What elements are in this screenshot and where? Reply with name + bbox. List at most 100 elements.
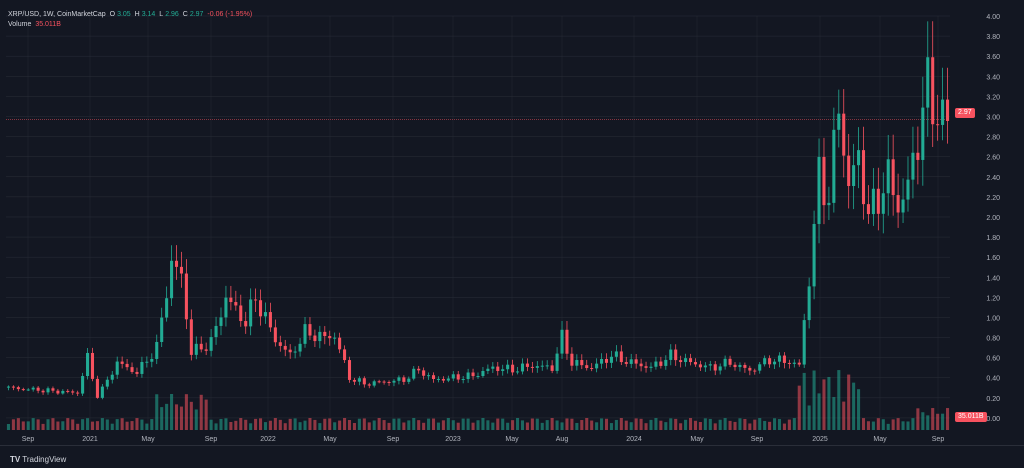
candle-body: [219, 317, 223, 326]
volume-bar: [802, 372, 806, 430]
volume-bar: [511, 420, 515, 430]
candle-body: [891, 159, 895, 196]
x-tick-label: Aug: [556, 436, 569, 443]
volume-bar: [110, 423, 114, 430]
candle-body: [6, 386, 11, 388]
candle-body: [155, 341, 159, 359]
candle-body: [911, 152, 915, 180]
candle-body: [718, 366, 722, 371]
candle-body: [392, 380, 396, 383]
candle-body: [768, 358, 772, 365]
candle-body: [318, 331, 322, 342]
candle-body: [95, 378, 99, 398]
tradingview-logo[interactable]: TV TradingView: [10, 455, 66, 464]
volume-bar: [708, 418, 712, 430]
x-tick-label: Sep: [205, 436, 218, 443]
volume-bar: [323, 418, 327, 430]
price-badge: 2.97: [955, 108, 975, 118]
volume-bar: [36, 419, 40, 430]
volume-bar: [76, 423, 80, 430]
volume-bar: [777, 419, 782, 430]
candle-body: [431, 375, 436, 379]
candle-body: [926, 57, 930, 108]
candle-body: [669, 349, 673, 360]
volume-bar: [491, 422, 495, 430]
volume-bar: [570, 418, 574, 430]
candle-body: [931, 57, 935, 125]
candle-body: [614, 351, 618, 357]
candle-body: [313, 335, 317, 342]
volume-bar: [733, 421, 737, 430]
volume-bar: [723, 418, 727, 430]
candle-body: [481, 371, 485, 376]
volume-bar: [644, 423, 648, 430]
volume-bar: [392, 418, 396, 430]
candle-body: [259, 300, 263, 317]
volume-bar: [629, 422, 633, 430]
candle-body: [501, 369, 505, 371]
volume-bar: [748, 423, 752, 430]
volume-bar: [506, 422, 510, 430]
volume-bar: [782, 423, 786, 430]
candle-body: [787, 362, 791, 364]
candle-body: [125, 363, 129, 368]
volume-bar: [812, 370, 816, 430]
volume-bar: [837, 370, 841, 430]
volume-bar: [753, 419, 757, 430]
ohlc-line: XRP/USD, 1W, CoinMarketCap O 3.05 H 3.14 L…: [8, 10, 254, 20]
y-tick-label: 0.40: [986, 376, 1000, 383]
candle-body: [506, 364, 510, 370]
volume-bar: [496, 418, 500, 430]
candle-body: [234, 302, 238, 306]
candle-body: [560, 329, 564, 354]
volume-bar: [827, 377, 831, 430]
volume-bar: [283, 423, 287, 430]
candle-body: [51, 388, 55, 391]
candle-body: [278, 342, 282, 346]
volume-bar: [817, 393, 821, 430]
candle-body: [446, 378, 450, 381]
volume-bar: [352, 422, 356, 430]
y-tick-label: 0.80: [986, 336, 1000, 343]
volume-bar: [525, 422, 529, 430]
candle-body: [249, 299, 253, 327]
high-value: 3.14: [141, 11, 156, 18]
volume-bar: [288, 418, 292, 430]
volume-bar: [150, 419, 154, 430]
candle-body: [649, 366, 653, 368]
volume-bar: [585, 418, 589, 430]
candle-body: [797, 362, 801, 365]
volume-bar: [347, 419, 352, 430]
candle-body: [189, 319, 193, 355]
candle-body: [896, 195, 900, 213]
candle-body: [733, 364, 737, 368]
x-tick-label: 2023: [445, 436, 461, 443]
volume-bar: [654, 418, 658, 430]
candle-body: [387, 381, 391, 383]
candle-body: [782, 355, 786, 363]
volume-bar: [768, 421, 772, 430]
candle-body: [659, 361, 663, 366]
chart-legend: XRP/USD, 1W, CoinMarketCap O 3.05 H 3.14 L…: [8, 10, 254, 30]
volume-bar: [590, 420, 594, 430]
y-tick-label: 1.40: [986, 275, 1000, 282]
volume-bar: [254, 418, 258, 430]
candle-body: [728, 358, 732, 365]
candle-body: [822, 156, 826, 206]
candle-body: [170, 260, 174, 299]
volume-bar: [422, 422, 426, 430]
candle-body: [916, 152, 920, 160]
volume-bar: [535, 418, 539, 430]
candle-body: [397, 377, 401, 381]
candle-body: [545, 365, 549, 367]
volume-bar: [516, 418, 520, 430]
volume-bar: [402, 422, 406, 430]
candle-body: [471, 372, 475, 377]
candle-body: [436, 378, 440, 380]
volume-bar: [407, 420, 411, 430]
candle-body: [115, 361, 119, 375]
volume-bar: [842, 401, 846, 430]
candle-body: [347, 360, 352, 380]
candle-body: [357, 378, 361, 382]
